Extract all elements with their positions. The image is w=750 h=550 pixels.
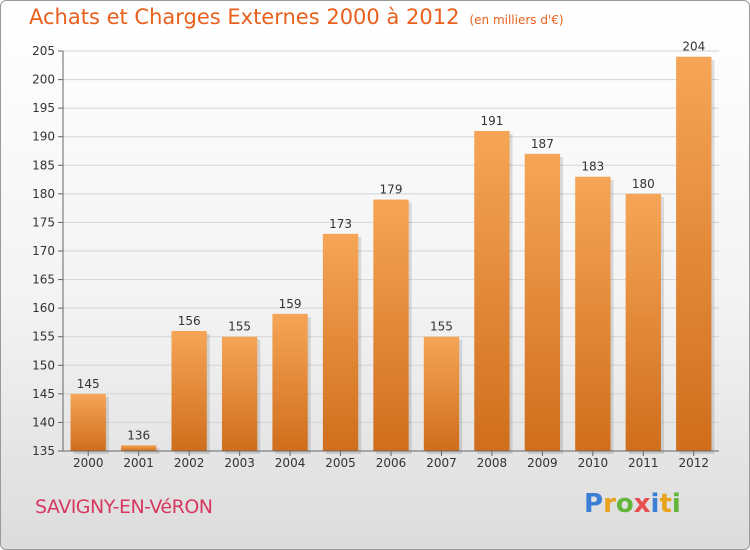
bar — [272, 313, 308, 451]
y-tick-label: 170 — [32, 244, 55, 258]
bar — [70, 393, 106, 451]
data-label: 179 — [380, 183, 403, 197]
x-tick-label: 2011 — [628, 456, 659, 470]
logo-letter: P — [584, 489, 604, 519]
bar — [474, 131, 510, 451]
y-tick-label: 195 — [32, 101, 55, 115]
bar — [171, 331, 207, 451]
y-tick-label: 155 — [32, 330, 55, 344]
proxiti-logo: Proxiti — [584, 489, 681, 519]
data-label: 183 — [581, 160, 604, 174]
data-label: 136 — [127, 428, 150, 442]
chart-title-text: Achats et Charges Externes 2000 à 2012 — [29, 5, 460, 29]
x-tick-label: 2010 — [578, 456, 609, 470]
chart-title: Achats et Charges Externes 2000 à 2012 (e… — [29, 5, 564, 29]
y-tick-label: 150 — [32, 358, 55, 372]
bar — [524, 153, 561, 451]
bar — [676, 56, 712, 451]
y-axis: 135 140 145 150 155 160 165 170 175 180 185 190 195 2… — [32, 44, 64, 458]
place-name: SAVIGNY-EN-VéRON — [35, 496, 213, 518]
x-tick-label: 2002 — [174, 456, 205, 470]
data-label: 155 — [228, 320, 251, 334]
data-label: 145 — [77, 377, 100, 391]
x-tick-label: 2004 — [275, 456, 306, 470]
y-tick-label: 200 — [32, 73, 55, 87]
y-tick-label: 140 — [32, 415, 55, 429]
logo-letter: i — [650, 489, 660, 519]
x-tick-label: 2006 — [376, 456, 407, 470]
bar — [322, 233, 359, 451]
data-label: 204 — [682, 40, 705, 54]
logo-letter: x — [633, 489, 651, 519]
bar — [625, 193, 661, 451]
bars — [70, 56, 715, 454]
x-axis: 2000 2001 2002 2003 2004 2005 2006 2007 2008 2009… — [63, 450, 719, 470]
x-tick-label: 2001 — [123, 456, 154, 470]
bar — [575, 176, 611, 451]
x-tick-label: 2003 — [224, 456, 255, 470]
data-label: 159 — [279, 297, 302, 311]
x-tick-label: 2009 — [527, 456, 558, 470]
logo-letter: i — [671, 489, 681, 519]
data-label: 173 — [329, 217, 352, 231]
y-tick-label: 185 — [32, 158, 55, 172]
x-tick-label: 2012 — [678, 456, 709, 470]
data-label: 191 — [480, 114, 503, 128]
y-tick-label: 175 — [32, 215, 55, 229]
logo-letter: t — [659, 489, 672, 519]
y-tick-label: 190 — [32, 130, 55, 144]
y-tick-label: 160 — [32, 301, 55, 315]
bar — [221, 336, 258, 451]
data-label: 156 — [178, 314, 201, 328]
y-tick-label: 135 — [32, 444, 55, 458]
data-label: 155 — [430, 320, 453, 334]
bar — [423, 336, 460, 451]
logo-letter: o — [615, 489, 634, 519]
bar — [121, 445, 157, 451]
x-tick-label: 2007 — [426, 456, 457, 470]
data-label: 180 — [632, 177, 655, 191]
bar — [373, 199, 409, 451]
x-tick-label: 2005 — [325, 456, 356, 470]
x-tick-label: 2000 — [73, 456, 104, 470]
logo-letter: r — [603, 489, 616, 519]
data-labels: 145 136 156 155 159 173 179 155 191 187 183 180 204 — [77, 40, 705, 443]
x-tick-label: 2008 — [477, 456, 508, 470]
y-tick-label: 165 — [32, 273, 55, 287]
y-tick-label: 180 — [32, 187, 55, 201]
data-label: 187 — [531, 137, 554, 151]
y-tick-label: 205 — [32, 44, 55, 58]
chart-subtitle: (en milliers d'€) — [469, 13, 564, 27]
y-tick-label: 145 — [32, 387, 55, 401]
